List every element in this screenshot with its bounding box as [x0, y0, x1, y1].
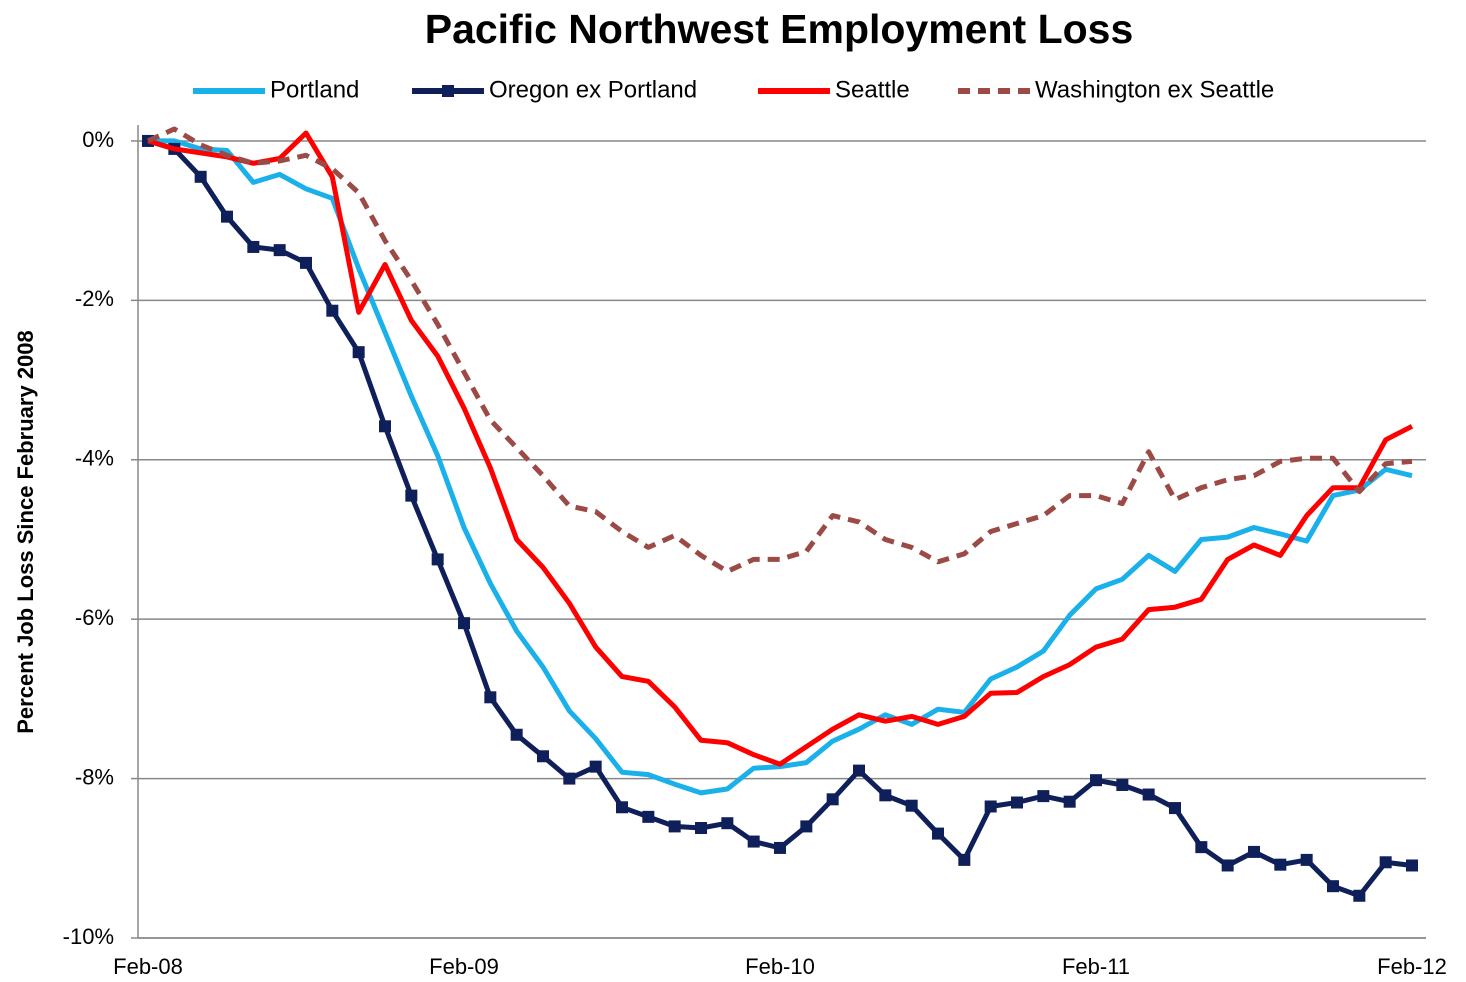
series-marker [695, 822, 707, 835]
series-marker [1063, 795, 1076, 808]
series-line [147, 130, 1414, 767]
series-marker [589, 760, 602, 773]
y-tick-label: 0% [82, 127, 114, 152]
series-marker [721, 817, 734, 830]
series-marker [1090, 774, 1102, 787]
series-marker [326, 304, 339, 317]
y-tick-label: -8% [75, 764, 114, 789]
series-marker [958, 853, 971, 866]
legend-marker [442, 85, 454, 97]
chart-title: Pacific Northwest Employment Loss [425, 6, 1134, 52]
series-marker [1011, 796, 1023, 809]
series-marker [405, 489, 418, 502]
series-marker [537, 750, 549, 763]
series-marker [431, 553, 444, 566]
series-marker [747, 835, 760, 848]
series-marker [510, 728, 523, 741]
series-marker [879, 789, 892, 802]
y-tick-label: -4% [75, 446, 114, 471]
series-marker [563, 772, 576, 785]
series-marker [194, 170, 207, 183]
series-line [146, 126, 1413, 574]
series-marker [221, 210, 233, 223]
series-marker [774, 841, 786, 854]
series-marker [352, 346, 365, 359]
series-marker [1221, 859, 1234, 872]
series-marker [1379, 856, 1392, 869]
legend-label: Seattle [835, 76, 910, 103]
series-marker [1248, 845, 1260, 858]
series-marker [1353, 889, 1366, 902]
series-marker [1300, 853, 1313, 866]
series-marker [247, 240, 260, 253]
y-tick-label: -2% [75, 286, 114, 311]
y-tick-label: -10% [63, 924, 114, 949]
series-marker [1037, 790, 1050, 803]
series-marker [273, 244, 286, 257]
series-marker [984, 800, 997, 813]
series-marker [1274, 858, 1287, 871]
series-marker [1406, 859, 1418, 872]
series-marker [932, 827, 944, 840]
legend-label: Washington ex Seattle [1035, 76, 1274, 103]
series-marker [1327, 880, 1339, 893]
x-tick-label: Feb-11 [1062, 954, 1130, 979]
y-tick-label: -6% [75, 605, 114, 630]
series-marker [616, 801, 628, 814]
series-marker [800, 820, 813, 833]
series-marker [458, 617, 470, 630]
series-marker [668, 820, 681, 833]
series-marker [905, 799, 918, 812]
x-tick-label: Feb-08 [113, 954, 183, 979]
series-marker [1169, 802, 1181, 815]
series-marker [642, 810, 655, 823]
legend-label: Oregon ex Portland [489, 76, 697, 103]
legend-label: Portland [270, 76, 359, 103]
series-marker [853, 764, 865, 777]
y-axis-title: Percent Job Loss Since February 2008 [13, 330, 38, 734]
series-marker [826, 793, 839, 806]
series-marker [379, 420, 391, 433]
x-tick-label: Feb-09 [429, 954, 499, 979]
series-marker [300, 256, 312, 269]
series-marker [1195, 841, 1208, 854]
series-marker [1142, 788, 1155, 801]
x-tick-label: Feb-10 [745, 954, 815, 979]
series-marker [484, 691, 497, 704]
x-tick-label: Feb-12 [1377, 954, 1447, 979]
series-marker [1116, 778, 1129, 791]
